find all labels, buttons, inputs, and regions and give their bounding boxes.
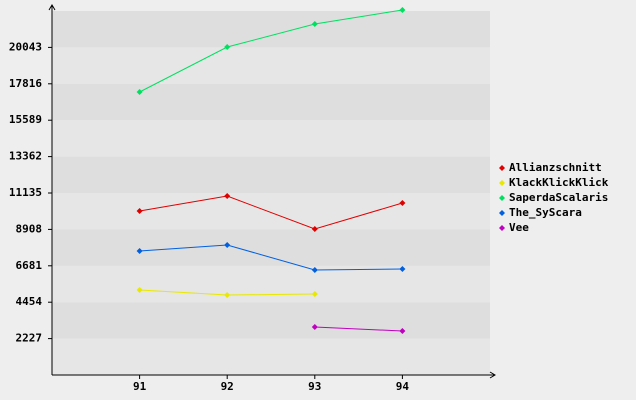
legend-label: The_SyScara	[509, 206, 582, 219]
point-marker	[399, 266, 406, 273]
point-marker	[311, 267, 318, 274]
y-axis-arrow	[48, 4, 56, 11]
grid-band	[52, 193, 490, 230]
x-tick-label: 92	[221, 380, 234, 393]
x-tick-label: 93	[308, 380, 321, 393]
grid-band	[52, 47, 490, 84]
y-tick-label: 11135	[9, 186, 42, 199]
y-tick-label: 15589	[9, 113, 42, 126]
x-tick-label: 91	[133, 380, 147, 393]
legend-label: Vee	[509, 221, 529, 234]
legend-marker	[499, 210, 505, 216]
legend-marker	[499, 195, 505, 201]
point-marker	[224, 292, 231, 299]
legend-label: KlackKlickKlick	[509, 176, 609, 189]
point-marker	[136, 89, 143, 96]
point-marker	[136, 287, 143, 294]
legend-marker	[499, 165, 505, 171]
y-tick-label: 2227	[16, 332, 43, 345]
y-tick-label: 17816	[9, 77, 42, 90]
series-line	[139, 195, 403, 230]
series-line	[139, 9, 403, 93]
y-tick-label: 4454	[16, 295, 43, 308]
point-marker	[311, 290, 318, 297]
series-line	[314, 326, 403, 332]
series-line	[139, 244, 403, 271]
point-marker	[136, 248, 143, 255]
point-marker	[224, 44, 231, 51]
grid-band	[52, 11, 490, 48]
point-marker	[311, 323, 318, 330]
grid-band	[52, 229, 490, 266]
grid-band	[52, 156, 490, 193]
y-tick-label: 20043	[9, 40, 42, 53]
grid-band	[52, 83, 490, 121]
point-marker	[136, 207, 143, 214]
point-marker	[311, 226, 318, 233]
grid-band	[52, 338, 490, 375]
legend-marker	[499, 180, 505, 186]
point-marker	[311, 21, 318, 28]
point-marker	[224, 242, 231, 249]
y-tick-label: 13362	[9, 150, 42, 163]
grid-band	[52, 265, 490, 303]
point-marker	[399, 7, 406, 14]
grid-band	[52, 120, 490, 157]
x-tick-label: 94	[396, 380, 410, 393]
grid-band	[52, 302, 490, 339]
legend-label: Allianzschnitt	[509, 161, 602, 174]
point-marker	[224, 193, 231, 200]
point-marker	[399, 327, 406, 334]
y-tick-label: 6681	[16, 259, 43, 272]
point-marker	[399, 200, 406, 207]
legend-label: SaperdaScalaris	[509, 191, 608, 204]
x-axis-arrow	[489, 371, 496, 379]
y-tick-label: 8908	[16, 222, 43, 235]
legend-marker	[499, 225, 505, 231]
